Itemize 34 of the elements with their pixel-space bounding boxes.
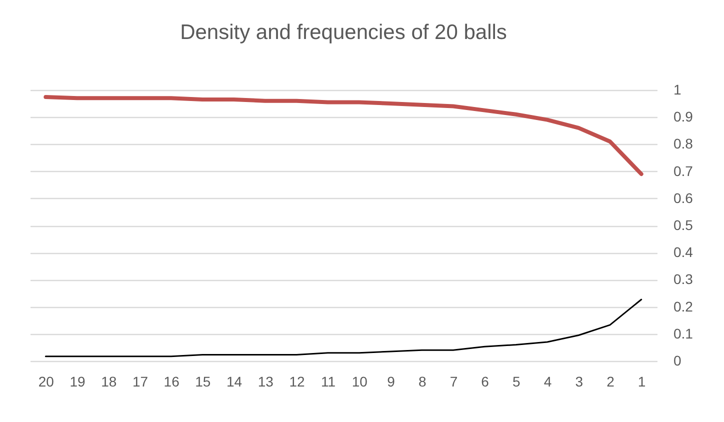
- x-tick-label: 8: [418, 374, 426, 390]
- y-tick-label: 0.4: [674, 244, 694, 260]
- x-tick-label: 3: [575, 374, 584, 390]
- x-tick-label: 2: [606, 374, 615, 390]
- y-tick-label: 0.1: [674, 325, 694, 342]
- x-tick-label: 10: [352, 374, 368, 390]
- y-tick-label: 1: [674, 82, 682, 98]
- x-tick-label: 14: [226, 374, 242, 390]
- x-tick-label: 17: [132, 374, 148, 390]
- x-tick-label: 9: [387, 374, 396, 390]
- y-tick-label: 0.3: [674, 271, 694, 288]
- x-tick-label: 7: [450, 374, 458, 390]
- y-tick-label: 0.2: [674, 298, 694, 314]
- line-series: [44, 95, 644, 176]
- y-tick-label: 0.7: [674, 162, 694, 179]
- x-tick-label: 6: [481, 374, 490, 390]
- x-tick-label: 4: [544, 374, 552, 390]
- y-tick-label: 0.5: [674, 217, 694, 233]
- x-tick-label: 19: [70, 374, 86, 390]
- x-tick-label: 16: [164, 374, 180, 390]
- x-tick-label: 5: [512, 374, 521, 390]
- line-series: [44, 298, 642, 358]
- x-tick-label: 12: [289, 374, 305, 390]
- y-tick-label: 0.9: [674, 108, 694, 125]
- y-tick-label: 0: [674, 352, 682, 368]
- x-tick-label: 18: [101, 374, 117, 390]
- x-tick-label: 1: [638, 374, 646, 390]
- x-tick-label: 15: [195, 374, 211, 390]
- x-tick-label: 20: [38, 374, 54, 390]
- x-tick-label: 11: [321, 374, 336, 390]
- chart-title: Density and frequencies of 20 balls: [180, 21, 507, 44]
- y-tick-label: 0.8: [674, 136, 694, 152]
- y-tick-label: 0.6: [674, 190, 694, 206]
- x-tick-label: 13: [258, 374, 274, 390]
